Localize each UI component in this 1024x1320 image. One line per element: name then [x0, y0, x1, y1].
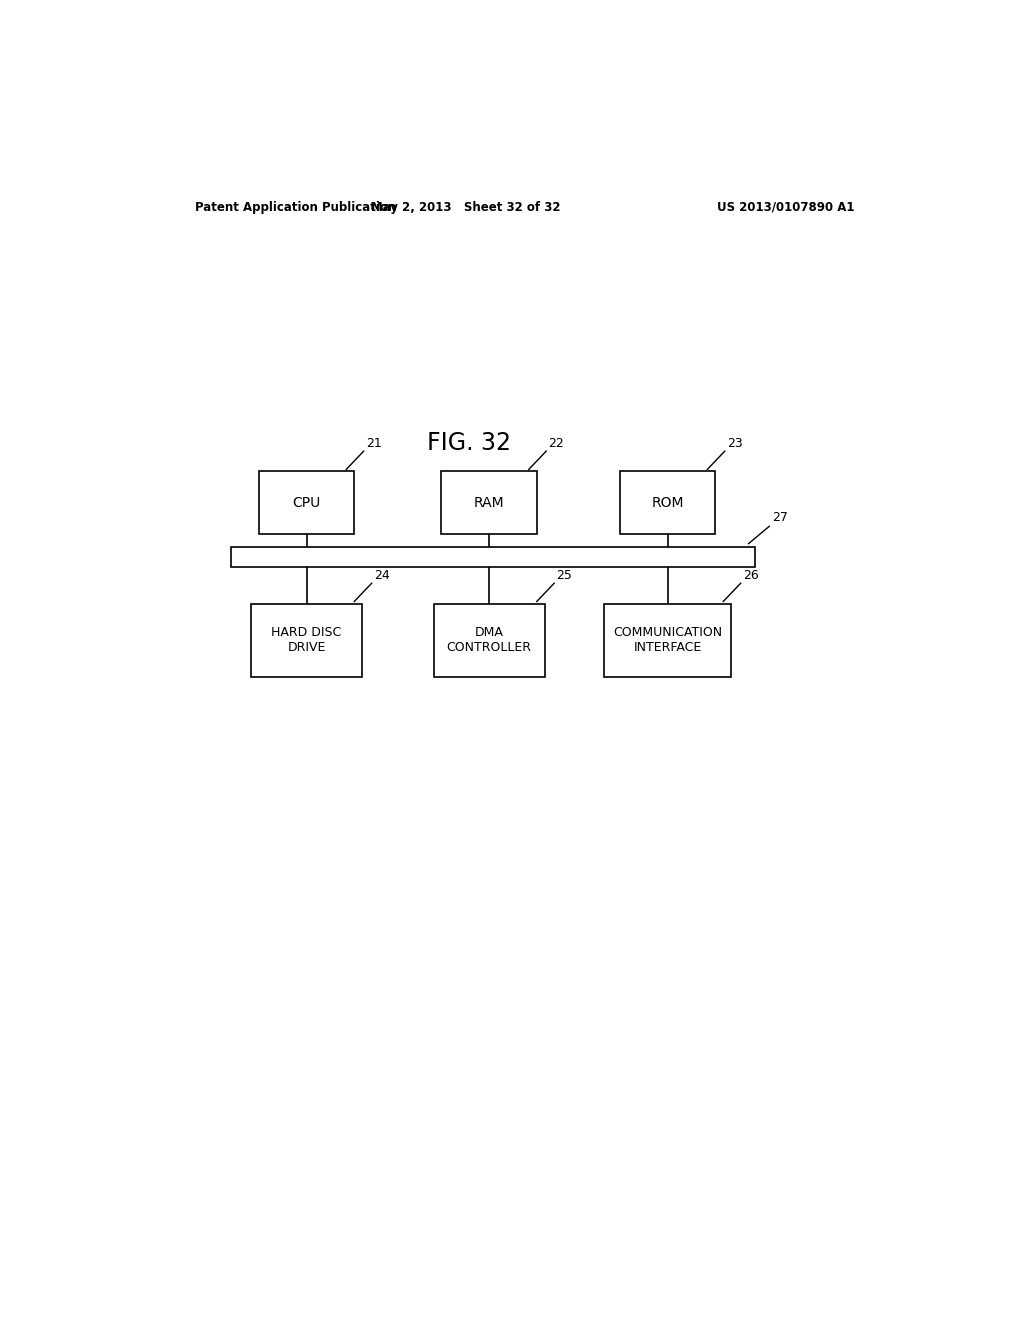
Text: 22: 22 — [549, 437, 564, 450]
Bar — [621, 471, 716, 535]
Bar — [251, 603, 362, 677]
Bar — [441, 471, 537, 535]
Bar — [604, 603, 731, 677]
Bar — [433, 603, 545, 677]
Text: 24: 24 — [374, 569, 390, 582]
Text: COMMUNICATION
INTERFACE: COMMUNICATION INTERFACE — [613, 626, 722, 655]
Bar — [231, 546, 755, 568]
Text: 26: 26 — [743, 569, 759, 582]
Text: ROM: ROM — [651, 496, 684, 510]
Text: DMA
CONTROLLER: DMA CONTROLLER — [446, 626, 531, 655]
Text: CPU: CPU — [293, 496, 321, 510]
Text: 27: 27 — [772, 511, 788, 524]
Text: RAM: RAM — [474, 496, 505, 510]
Text: FIG. 32: FIG. 32 — [427, 432, 511, 455]
Text: Patent Application Publication: Patent Application Publication — [196, 201, 396, 214]
Text: 21: 21 — [367, 437, 382, 450]
Text: May 2, 2013   Sheet 32 of 32: May 2, 2013 Sheet 32 of 32 — [371, 201, 560, 214]
Text: 23: 23 — [727, 437, 743, 450]
Bar — [259, 471, 354, 535]
Text: US 2013/0107890 A1: US 2013/0107890 A1 — [717, 201, 854, 214]
Text: HARD DISC
DRIVE: HARD DISC DRIVE — [271, 626, 342, 655]
Text: 25: 25 — [557, 569, 572, 582]
